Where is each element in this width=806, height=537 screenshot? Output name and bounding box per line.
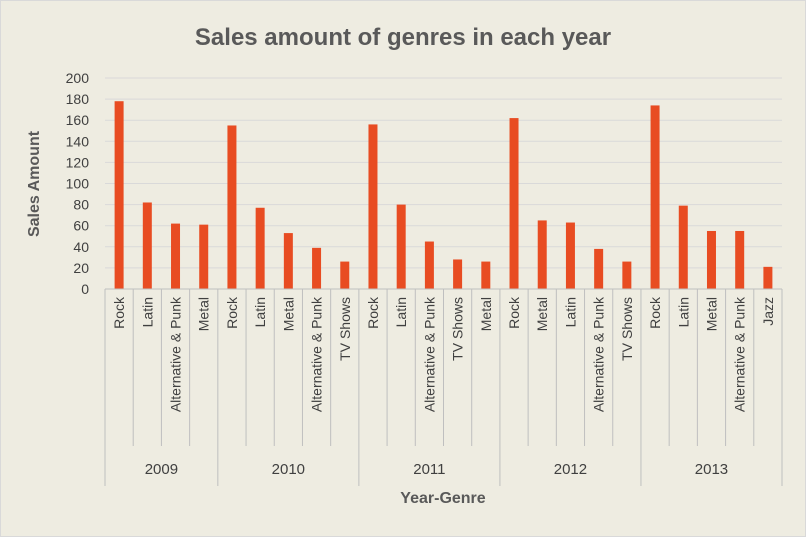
x-group-label: 2009 bbox=[145, 461, 178, 478]
y-tick-label: 40 bbox=[73, 239, 89, 255]
bar-2012-rock bbox=[509, 118, 519, 289]
bar-2009-latin bbox=[142, 202, 152, 289]
y-tick-label: 140 bbox=[66, 133, 90, 149]
y-tick-label: 180 bbox=[66, 91, 90, 107]
bar-2012-tv-shows bbox=[622, 261, 632, 289]
y-tick-label: 20 bbox=[73, 260, 89, 276]
bar-2012-alternative-punk bbox=[594, 248, 604, 289]
bar-2009-metal bbox=[199, 224, 209, 289]
x-category-label: Metal bbox=[534, 297, 550, 331]
x-category-label: Metal bbox=[280, 297, 296, 331]
x-group-label: 2013 bbox=[695, 461, 728, 478]
bar-2013-metal bbox=[706, 230, 716, 289]
x-axis-categories: Rock Latin Alternative & Punk Metal 2009 Rock… bbox=[104, 288, 783, 486]
x-group-label: 2012 bbox=[554, 461, 587, 478]
x-category-label: TV Shows bbox=[337, 297, 353, 361]
x-category-label: Metal bbox=[703, 297, 719, 331]
bar-2010-alternative-punk bbox=[312, 247, 322, 289]
bar-2013-jazz bbox=[763, 266, 773, 289]
x-category-label: Latin bbox=[252, 297, 268, 327]
x-category-label: Alternative & Punk bbox=[732, 296, 748, 412]
bar-2011-rock bbox=[368, 124, 378, 289]
bar-2011-metal bbox=[481, 261, 491, 289]
x-category-label: Latin bbox=[675, 297, 691, 327]
x-group-label: 2010 bbox=[272, 461, 305, 478]
y-axis-title: Sales Amount bbox=[26, 130, 43, 237]
bars bbox=[114, 101, 773, 290]
bar-2010-latin bbox=[255, 207, 265, 289]
y-tick-label: 0 bbox=[81, 281, 89, 297]
bar-2009-alternative-punk bbox=[171, 223, 181, 289]
x-category-label: Rock bbox=[111, 296, 127, 329]
y-tick-label: 160 bbox=[66, 112, 90, 128]
bar-2011-alternative-punk bbox=[424, 241, 434, 289]
x-category-label: Latin bbox=[562, 297, 578, 327]
bar-2012-latin bbox=[565, 222, 575, 289]
bar-2010-rock bbox=[227, 125, 237, 289]
x-axis-title: Year-Genre bbox=[400, 490, 485, 507]
x-category-label: Metal bbox=[478, 297, 494, 331]
bar-2009-rock bbox=[114, 101, 124, 290]
bar-2010-metal bbox=[283, 233, 293, 289]
bar-2013-alternative-punk bbox=[735, 230, 745, 289]
bar-2013-rock bbox=[650, 105, 660, 290]
x-category-label: Alternative & Punk bbox=[421, 296, 437, 412]
gridlines bbox=[105, 77, 782, 290]
x-category-label: Jazz bbox=[760, 297, 776, 326]
y-tick-label: 60 bbox=[73, 218, 89, 234]
x-category-label: Rock bbox=[224, 296, 240, 329]
x-category-label: Latin bbox=[139, 297, 155, 327]
x-category-label: TV Shows bbox=[619, 297, 635, 361]
x-category-label: Alternative & Punk bbox=[591, 296, 607, 412]
bar-2010-tv-shows bbox=[340, 261, 350, 289]
y-axis-ticks: 0 20 40 60 80 100 120 140 160 180 200 bbox=[66, 70, 90, 297]
y-tick-label: 120 bbox=[66, 154, 90, 170]
chart-title: Sales amount of genres in each year bbox=[195, 24, 611, 51]
x-category-label: Alternative & Punk bbox=[309, 296, 325, 412]
x-group-label: 2011 bbox=[413, 461, 445, 478]
x-category-label: Metal bbox=[196, 297, 212, 331]
x-category-label: Rock bbox=[647, 296, 663, 329]
bar-2011-latin bbox=[396, 204, 406, 289]
bar-2011-tv-shows bbox=[453, 259, 463, 289]
bar-2013-latin bbox=[678, 205, 688, 289]
x-category-label: TV Shows bbox=[450, 297, 466, 361]
x-category-label: Latin bbox=[393, 297, 409, 327]
y-tick-label: 200 bbox=[66, 70, 90, 86]
x-category-label: Rock bbox=[506, 296, 522, 329]
y-tick-label: 80 bbox=[73, 197, 89, 213]
x-category-label: Alternative & Punk bbox=[168, 296, 184, 412]
bar-2012-metal bbox=[537, 220, 547, 289]
x-category-label: Rock bbox=[365, 296, 381, 329]
y-tick-label: 100 bbox=[66, 176, 90, 192]
